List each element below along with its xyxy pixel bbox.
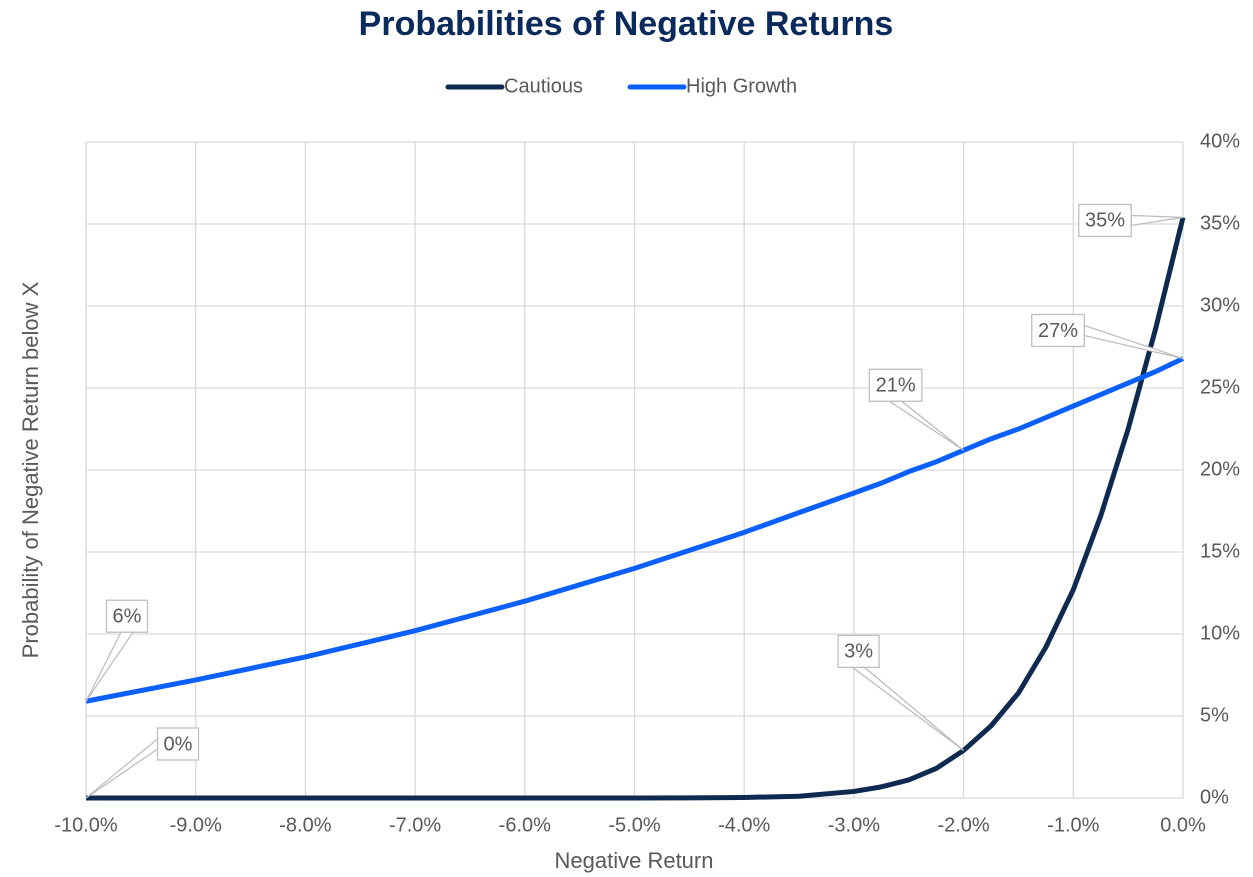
data-label: 35% <box>1085 210 1125 232</box>
data-labels: 0% 3% 35% 6% 21% 27% <box>85 203 1184 799</box>
y-tick-label: 5% <box>1200 704 1229 726</box>
y-tick-label: 25% <box>1200 376 1240 398</box>
label-pointer <box>887 400 965 451</box>
data-label: 6% <box>113 606 142 628</box>
chart-title: Probabilities of Negative Returns <box>359 5 894 43</box>
y-tick-label: 30% <box>1200 294 1240 316</box>
label-box <box>1078 203 1132 238</box>
label-pointer <box>85 737 159 799</box>
x-tick-label: 0.0% <box>1160 814 1206 836</box>
y-tick-label: 0% <box>1200 786 1229 808</box>
data-label: 27% <box>1038 320 1078 342</box>
data-label: 0% <box>164 733 193 755</box>
label-box <box>1031 313 1085 348</box>
y-tick-label: 35% <box>1200 212 1240 234</box>
label-pointer <box>1130 214 1184 227</box>
x-tick-label: -2.0% <box>937 814 989 836</box>
label-pointer <box>1083 324 1184 360</box>
x-tick-label: -6.0% <box>499 814 551 836</box>
series-line <box>85 356 1185 704</box>
x-tick-label: -5.0% <box>608 814 660 836</box>
label-pointer <box>85 631 135 702</box>
label-box <box>868 368 923 402</box>
x-tick-label: -8.0% <box>279 814 331 836</box>
y-tick-label: 20% <box>1200 458 1240 480</box>
legend-label: High Growth <box>686 75 797 97</box>
x-tick-label: -3.0% <box>828 814 880 836</box>
x-tick-label: -7.0% <box>389 814 441 836</box>
x-tick-label: -10.0% <box>54 814 118 836</box>
x-axis-title: Negative Return <box>555 848 714 873</box>
y-tick-label: 10% <box>1200 622 1240 644</box>
grid <box>85 141 1184 799</box>
label-pointer <box>850 666 965 751</box>
x-tick-label: -9.0% <box>170 814 222 836</box>
x-tick-label: -1.0% <box>1047 814 1099 836</box>
data-label: 21% <box>876 375 916 397</box>
legend-label: Cautious <box>504 75 583 97</box>
y-tick-label: 40% <box>1200 130 1240 152</box>
x-tick-label: -4.0% <box>718 814 770 836</box>
data-label: 3% <box>844 641 873 663</box>
series-line <box>86 216 1186 801</box>
label-box <box>837 634 880 669</box>
label-box <box>156 727 200 761</box>
lines <box>85 216 1186 801</box>
y-tick-label: 15% <box>1200 540 1240 562</box>
y-axis-title: Probability of Negative Return below X <box>18 281 43 658</box>
